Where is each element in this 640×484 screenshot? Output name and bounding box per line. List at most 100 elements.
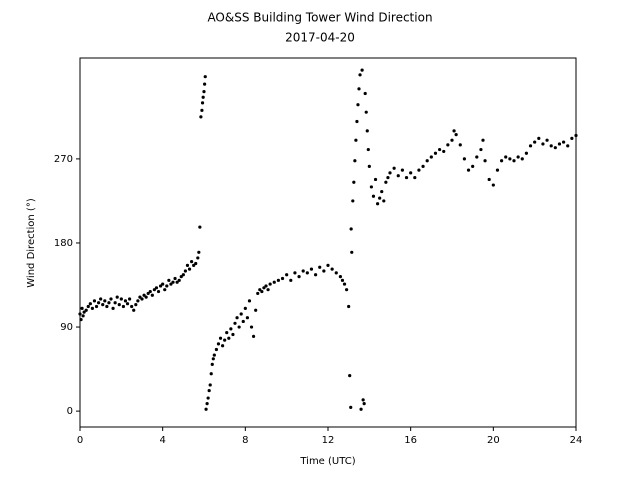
- point: [179, 274, 183, 279]
- point: [203, 82, 207, 86]
- point: [210, 362, 214, 367]
- point: [297, 274, 301, 279]
- point: [203, 75, 207, 79]
- point: [90, 306, 94, 310]
- point: [367, 164, 371, 168]
- x-tick-label: 20: [487, 435, 500, 446]
- point: [549, 144, 553, 148]
- point: [123, 299, 128, 303]
- point: [258, 288, 262, 292]
- point: [125, 302, 130, 306]
- point: [79, 317, 83, 322]
- point: [318, 265, 322, 269]
- point: [446, 143, 450, 147]
- point: [338, 274, 342, 279]
- point: [400, 168, 404, 172]
- point: [199, 115, 203, 119]
- point: [289, 278, 293, 282]
- point: [154, 286, 159, 290]
- point: [171, 280, 175, 284]
- point: [369, 185, 373, 189]
- point: [504, 155, 508, 159]
- point: [353, 159, 357, 163]
- point: [94, 304, 99, 309]
- point: [132, 308, 136, 312]
- point: [218, 336, 223, 340]
- point: [462, 157, 466, 161]
- point: [256, 291, 260, 296]
- point: [322, 269, 326, 273]
- point: [92, 299, 97, 303]
- point: [342, 282, 347, 286]
- point: [360, 68, 364, 72]
- point: [276, 278, 280, 282]
- point: [192, 263, 196, 267]
- point: [78, 312, 82, 316]
- point: [134, 303, 138, 307]
- point: [280, 276, 285, 281]
- point: [119, 297, 123, 301]
- point: [386, 175, 390, 180]
- point: [350, 250, 354, 254]
- point: [216, 342, 221, 346]
- point: [214, 347, 218, 352]
- point: [159, 284, 163, 288]
- y-axis-label: Wind Direction (°): [26, 198, 37, 288]
- x-tick-label: 4: [159, 435, 165, 446]
- point: [442, 149, 446, 154]
- point: [260, 289, 264, 294]
- point: [438, 147, 442, 152]
- point: [86, 304, 90, 309]
- point: [169, 282, 173, 286]
- point: [475, 155, 479, 159]
- point: [533, 140, 537, 144]
- point: [268, 282, 272, 286]
- point: [211, 357, 215, 361]
- point: [354, 138, 358, 142]
- point: [237, 325, 241, 329]
- point: [382, 199, 386, 203]
- point: [351, 199, 355, 203]
- point: [233, 321, 237, 325]
- point: [495, 168, 500, 172]
- point: [111, 306, 115, 310]
- point: [140, 297, 144, 301]
- point: [175, 280, 179, 284]
- point: [413, 175, 417, 180]
- point: [358, 73, 362, 77]
- point: [152, 288, 156, 292]
- point: [109, 297, 113, 301]
- point: [185, 263, 190, 267]
- point: [117, 303, 121, 307]
- point: [107, 301, 111, 305]
- point: [340, 278, 345, 282]
- point: [371, 194, 376, 198]
- point: [458, 143, 462, 147]
- point: [183, 269, 187, 273]
- point: [347, 304, 351, 309]
- point: [541, 142, 545, 146]
- point: [198, 225, 202, 229]
- point: [285, 273, 289, 277]
- point: [138, 295, 142, 299]
- point: [101, 303, 105, 307]
- point: [524, 151, 529, 155]
- point: [262, 286, 266, 290]
- point: [252, 334, 256, 338]
- point: [404, 175, 409, 180]
- point: [173, 276, 177, 281]
- point: [545, 138, 549, 142]
- point: [241, 319, 245, 324]
- point: [309, 267, 314, 271]
- point: [196, 256, 200, 260]
- point: [105, 304, 109, 309]
- point: [113, 301, 117, 305]
- point: [384, 180, 388, 184]
- point: [359, 407, 363, 411]
- point: [142, 293, 146, 297]
- point: [392, 166, 396, 170]
- point: [88, 302, 92, 306]
- point: [266, 288, 270, 292]
- point: [355, 119, 359, 124]
